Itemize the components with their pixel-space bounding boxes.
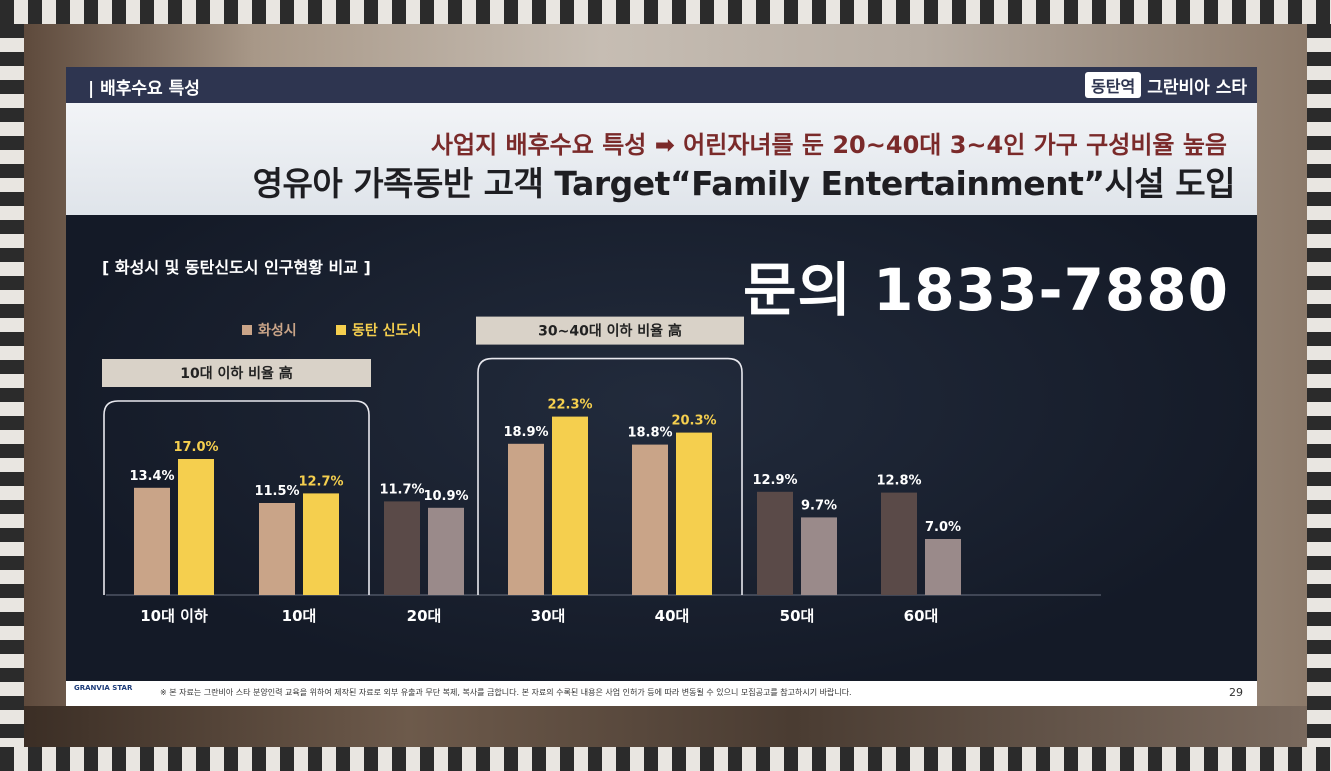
- bar-1: [384, 501, 420, 595]
- legend-label-series-1: 화성시: [258, 323, 297, 339]
- data-label-2: 17.0%: [173, 440, 218, 455]
- x-tick-label: 50대: [780, 607, 815, 625]
- bar-2: [552, 416, 588, 595]
- bar-1: [632, 444, 668, 595]
- annotation-label: 10대 이하 비율 高: [180, 365, 293, 382]
- decorative-border-top: [0, 0, 1331, 24]
- decorative-border-left: [0, 24, 24, 747]
- x-tick-label: 10대 이하: [140, 607, 208, 625]
- data-label-1: 18.9%: [503, 425, 548, 440]
- bar-1: [508, 443, 544, 595]
- data-label-1: 11.5%: [254, 484, 299, 499]
- chart-area: [ 화성시 및 동탄신도시 인구현황 비교 ] 문의 1833-7880 화성시…: [66, 215, 1257, 681]
- bar-1: [259, 503, 295, 595]
- brand-station-label: 동탄역: [1085, 72, 1142, 98]
- legend-swatch-series-2: [336, 325, 346, 335]
- data-label-1: 18.8%: [627, 426, 672, 441]
- data-label-1: 13.4%: [129, 469, 174, 484]
- legend-swatch-series-1: [242, 325, 252, 335]
- x-tick-label: 60대: [904, 607, 939, 625]
- brand: 동탄역 그란비아 스타: [1085, 72, 1247, 98]
- headline-title: 영유아 가족동반 고객 Target“Family Entertainment”…: [252, 164, 1236, 203]
- decorative-border-bottom: [0, 747, 1331, 771]
- annotation-bracket: [103, 400, 370, 595]
- annotation-label-box: [476, 316, 744, 345]
- data-label-2: 10.9%: [423, 489, 468, 504]
- data-label-2: 9.7%: [801, 498, 837, 513]
- slide-section-title: | 배후수요 특성: [88, 79, 200, 99]
- data-label-1: 12.8%: [876, 474, 921, 489]
- x-tick-label: 10대: [282, 607, 317, 625]
- bar-chart: 화성시 동탄 신도시 10대 이하 비율 高 30~40대 이하 비율 高 13.4% 1…: [102, 316, 1101, 625]
- bar-2: [178, 459, 214, 595]
- chart-title: [ 화성시 및 동탄신도시 인구현황 비교 ]: [102, 258, 371, 277]
- headline-subtitle: 사업지 배후수요 특성 ➡ 어린자녀를 둔 20~40대 3~4인 가구 구성비…: [430, 131, 1227, 159]
- brand-name: 그란비아 스타: [1147, 77, 1247, 98]
- data-label-2: 7.0%: [925, 520, 961, 535]
- bar-2: [801, 517, 837, 595]
- slide-header-bar: | 배후수요 특성 동탄역 그란비아 스타: [66, 67, 1257, 103]
- bar-1: [881, 492, 917, 595]
- inquiry-phone: 문의 1833-7880: [743, 256, 1229, 324]
- headline-banner: 사업지 배후수요 특성 ➡ 어린자녀를 둔 20~40대 3~4인 가구 구성비…: [66, 103, 1257, 215]
- bar-2: [303, 493, 339, 595]
- data-label-1: 12.9%: [752, 473, 797, 488]
- slide-footer: GRANVIA STAR ※ 본 자료는 그란비아 스타 분양인력 교육을 위하…: [66, 681, 1257, 706]
- decorative-border-right: [1307, 24, 1331, 747]
- x-tick-label: 30대: [531, 607, 566, 625]
- data-label-2: 20.3%: [671, 414, 716, 429]
- presentation-slide: | 배후수요 특성 동탄역 그란비아 스타 사업지 배후수요 특성 ➡ 어린자녀…: [66, 67, 1257, 706]
- footer-disclaimer: ※ 본 자료는 그란비아 스타 분양인력 교육을 위하여 제작된 자료로 외부 …: [160, 688, 852, 697]
- annotation-bracket: [477, 357, 743, 595]
- page-number: 29: [1229, 686, 1243, 699]
- x-tick-label: 20대: [407, 607, 442, 625]
- legend-label-series-2: 동탄 신도시: [352, 322, 421, 339]
- bar-2: [428, 507, 464, 595]
- annotation-label: 30~40대 이하 비율 高: [538, 323, 682, 340]
- bar-1: [757, 491, 793, 595]
- footer-logo: GRANVIA STAR: [74, 684, 133, 692]
- data-label-1: 11.7%: [379, 482, 424, 497]
- annotation-label-box: [102, 359, 371, 387]
- x-tick-label: 40대: [655, 607, 690, 625]
- data-label-2: 22.3%: [547, 398, 592, 413]
- data-label-2: 12.7%: [298, 474, 343, 489]
- bar-1: [134, 487, 170, 595]
- background-photo-bottom: [24, 706, 1307, 747]
- bar-2: [925, 539, 961, 595]
- bar-2: [676, 432, 712, 595]
